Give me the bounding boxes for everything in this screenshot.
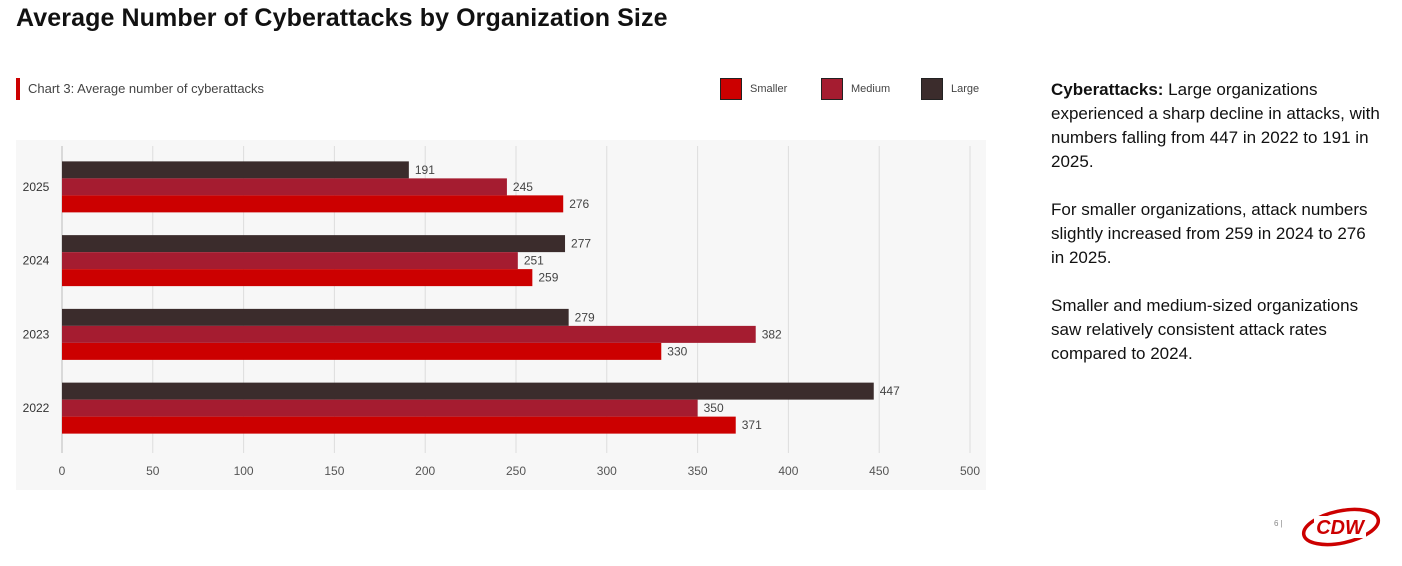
commentary: Cyberattacks: Large organizations experi… — [1051, 78, 1381, 390]
x-tick-label-400: 400 — [778, 464, 798, 478]
x-tick-label-300: 300 — [597, 464, 617, 478]
y-tick-label-2025: 2025 — [23, 180, 50, 194]
data-label-large-2023: 279 — [575, 310, 595, 324]
bar-large-2025 — [62, 161, 409, 179]
bar-large-2023 — [62, 308, 569, 326]
data-label-medium-2023: 382 — [762, 327, 782, 341]
bar-smaller-2023 — [62, 342, 662, 360]
legend-item-smaller: Smaller — [720, 76, 787, 102]
y-tick-label-2022: 2022 — [23, 401, 50, 415]
x-tick-label-200: 200 — [415, 464, 435, 478]
x-tick-label-0: 0 — [59, 464, 66, 478]
commentary-paragraph-3: Smaller and medium-sized organizations s… — [1051, 296, 1359, 363]
cdw-logo: CDW — [1300, 503, 1382, 556]
bar-chart-svg: 0 50 100 150 200 250 300 350 400 450 500 2025 191 245… — [16, 140, 986, 490]
data-label-medium-2024: 251 — [524, 254, 544, 268]
bar-chart: 0 50 100 150 200 250 300 350 400 450 500 2025 191 245… — [16, 140, 986, 490]
bar-smaller-2024 — [62, 269, 533, 287]
x-tick-label-50: 50 — [146, 464, 160, 478]
legend-swatch-large — [921, 78, 943, 100]
legend-swatch-smaller — [720, 78, 742, 100]
x-tick-label-150: 150 — [324, 464, 344, 478]
commentary-lead: Cyberattacks: — [1051, 80, 1164, 99]
data-label-smaller-2025: 276 — [569, 197, 589, 211]
data-label-large-2025: 191 — [415, 163, 435, 177]
legend-item-large: Large — [921, 76, 979, 102]
x-tick-label-350: 350 — [688, 464, 708, 478]
data-label-medium-2022: 350 — [704, 401, 724, 415]
bar-smaller-2022 — [62, 416, 736, 434]
legend-label-smaller: Smaller — [750, 83, 788, 95]
bar-medium-2022 — [62, 399, 698, 417]
bar-medium-2025 — [62, 178, 507, 196]
data-label-large-2024: 277 — [571, 237, 591, 251]
data-label-medium-2025: 245 — [513, 180, 533, 194]
data-label-large-2022: 447 — [880, 384, 900, 398]
bar-large-2022 — [62, 382, 874, 400]
x-tick-label-450: 450 — [869, 464, 889, 478]
legend-item-medium: Medium — [821, 76, 890, 102]
x-tick-label-500: 500 — [960, 464, 980, 478]
bar-smaller-2025 — [62, 195, 564, 213]
bar-medium-2023 — [62, 325, 756, 343]
bar-medium-2024 — [62, 252, 518, 270]
legend-swatch-medium — [821, 78, 843, 100]
commentary-paragraph-1: Cyberattacks: Large organizations experi… — [1051, 78, 1381, 174]
data-label-smaller-2024: 259 — [538, 271, 558, 285]
legend-label-medium: Medium — [851, 83, 891, 95]
y-tick-label-2024: 2024 — [23, 254, 50, 268]
chart-caption: Chart 3: Average number of cyberattacks — [16, 78, 264, 100]
y-tick-label-2023: 2023 — [23, 327, 50, 341]
x-tick-label-250: 250 — [506, 464, 526, 478]
page-title: Average Number of Cyberattacks by Organi… — [16, 4, 668, 32]
commentary-text-1: Large organizations experienced a sharp … — [1051, 80, 1380, 171]
page-number: 6 | — [1274, 519, 1283, 528]
data-label-smaller-2022: 371 — [742, 418, 762, 432]
legend-label-large: Large — [951, 83, 980, 95]
bar-large-2024 — [62, 235, 566, 253]
data-label-smaller-2023: 330 — [667, 344, 687, 358]
svg-text:CDW: CDW — [1316, 517, 1366, 539]
commentary-paragraph-2: For smaller organizations, attack number… — [1051, 200, 1368, 267]
x-tick-label-100: 100 — [234, 464, 254, 478]
